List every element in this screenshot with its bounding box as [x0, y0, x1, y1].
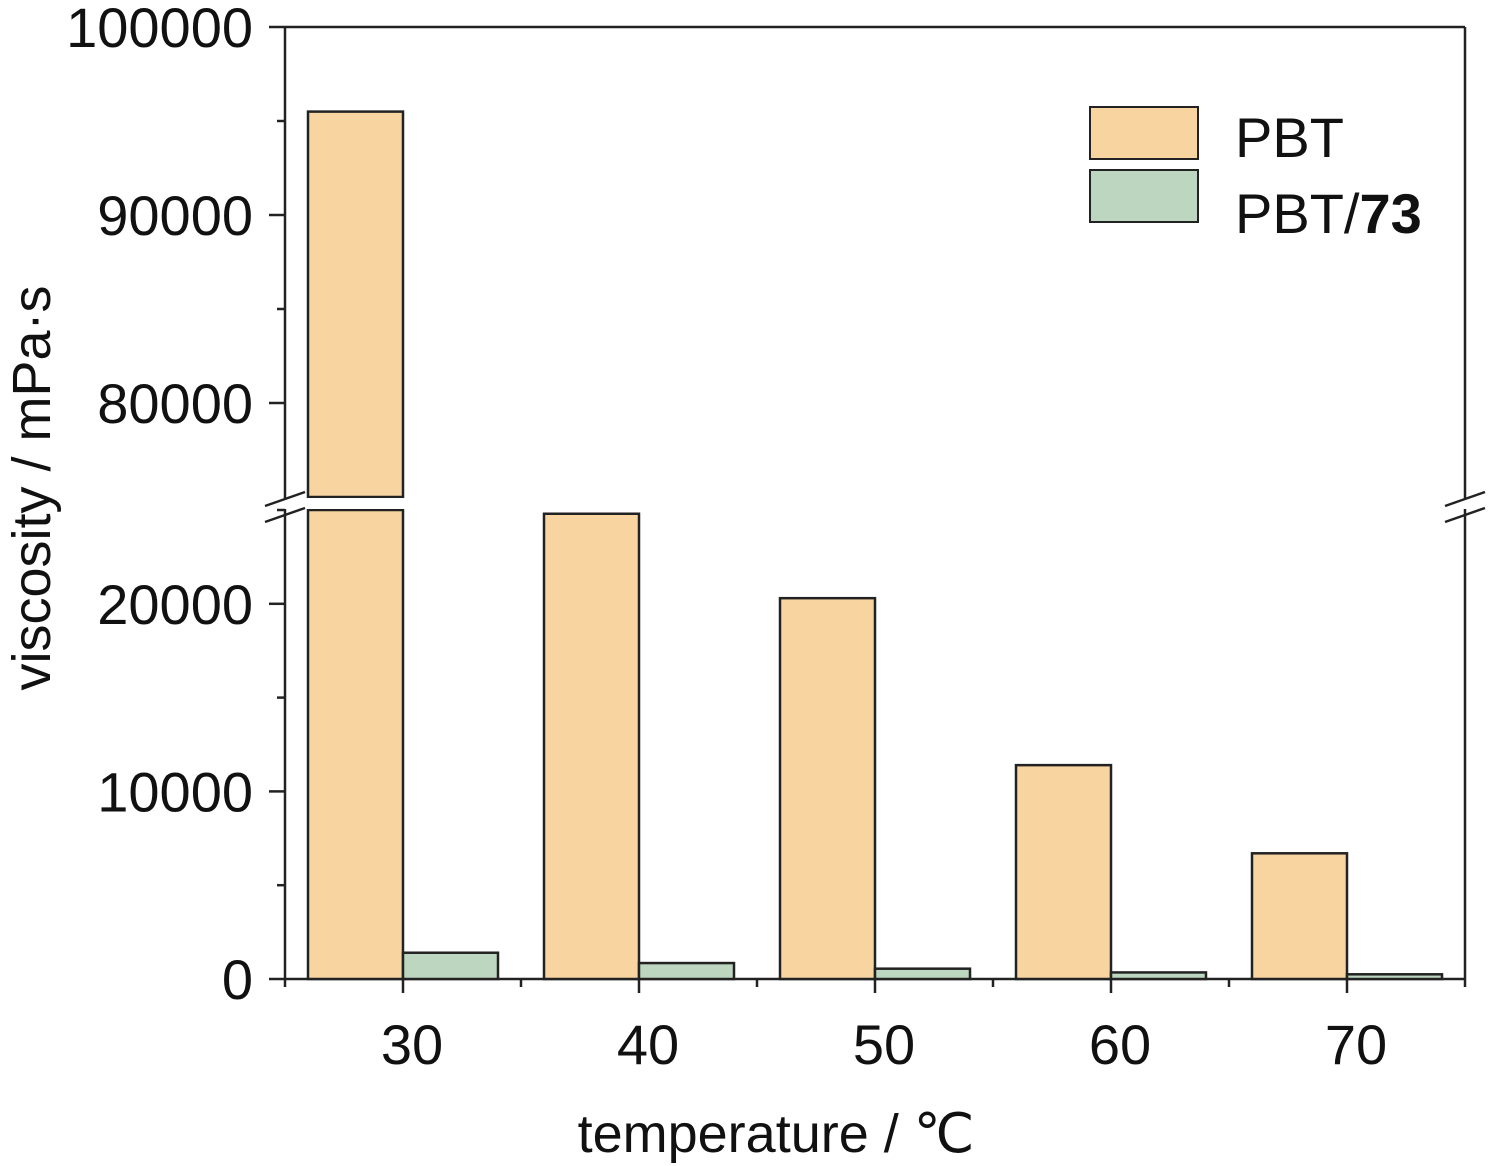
legend-swatch-pbt [1089, 106, 1199, 160]
legend-label-pbt: PBT [1235, 106, 1344, 169]
bar-pbt-30-upper [306, 110, 405, 499]
x-tick-label-50: 50 [853, 1013, 915, 1076]
y-axis-title: viscosity / mPa·s [2, 285, 62, 690]
break-mark-left-a [264, 490, 306, 508]
axis-break [264, 490, 1486, 524]
legend-label-compound-number: 73 [1359, 182, 1421, 245]
bars [306, 110, 1444, 981]
axis-ticks [269, 25, 1467, 993]
break-gap [282, 498, 1468, 509]
bar-pbt-73-30 [401, 951, 500, 981]
break-mark-right-b [1444, 506, 1486, 524]
legend-background [1215, 85, 1425, 255]
y-tick-label-10000: 10000 [97, 760, 253, 823]
y-tick-label-80000: 80000 [97, 372, 253, 435]
bar-pbt-40 [542, 512, 641, 981]
tick-labels: 0 10000 20000 80000 90000 100000 30 40 50 60 70 [66, 0, 1387, 1076]
legend-label-pbt-73: PBT/73 [1235, 182, 1422, 245]
x-axis-title: temperature / ℃ [578, 1104, 975, 1164]
x-tick-label-60: 60 [1089, 1013, 1151, 1076]
x-tick-label-70: 70 [1325, 1013, 1387, 1076]
bar-pbt-50 [778, 596, 877, 981]
bar-pbt-73-40 [637, 961, 736, 981]
y-tick-label-90000: 90000 [97, 184, 253, 247]
y-tick-label-100000: 100000 [66, 0, 253, 59]
x-tick-label-40: 40 [617, 1013, 679, 1076]
x-tick-label-30: 30 [381, 1013, 443, 1076]
bar-pbt-73-50 [873, 967, 972, 981]
y-tick-label-0: 0 [222, 948, 253, 1011]
bar-pbt-73-70 [1345, 973, 1444, 981]
bar-pbt-30-lower [306, 508, 405, 981]
legend: PBT PBT/73 [1089, 85, 1425, 255]
legend-label-prefix: PBT/ [1235, 182, 1360, 245]
bar-pbt-60 [1014, 763, 1113, 981]
y-tick-label-20000: 20000 [97, 573, 253, 636]
bar-pbt-73-60 [1109, 971, 1208, 981]
break-mark-left-b [264, 506, 306, 524]
break-mark-right-a [1444, 490, 1486, 508]
bar-pbt-70 [1250, 852, 1349, 981]
legend-swatch-pbt-73 [1089, 169, 1199, 223]
